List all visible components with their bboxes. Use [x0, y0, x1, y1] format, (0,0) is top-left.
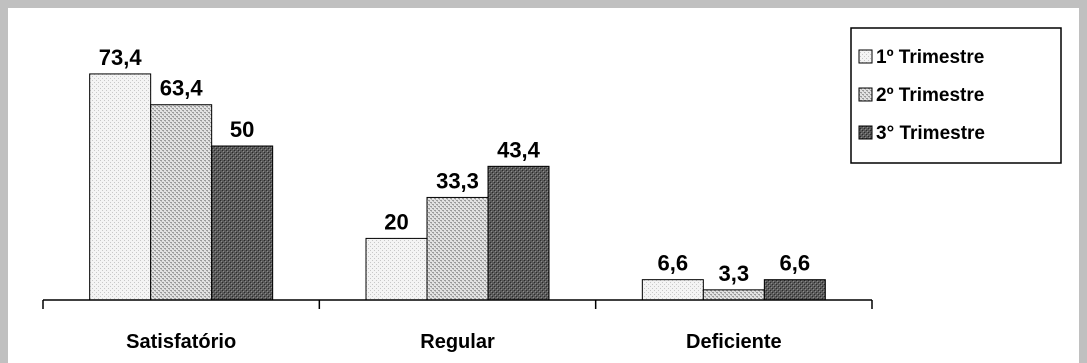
legend-label-series-1: 1º Trimestre	[876, 47, 984, 68]
bar-regular-series-2	[426, 196, 489, 301]
value-label-deficiente-series-3: 6,6	[780, 251, 811, 276]
bar-deficiente-series-2	[702, 289, 765, 301]
category-label-regular: Regular	[420, 331, 495, 353]
bar-deficiente-series-1	[641, 279, 704, 301]
value-label-deficiente-series-2: 3,3	[719, 261, 750, 286]
category-labels-group: Satisfatório Regular Deficiente	[126, 331, 781, 353]
bar-satisfatorio-series-2	[150, 104, 213, 301]
bar-regular-series-3	[487, 165, 550, 301]
legend-box	[850, 27, 1062, 164]
value-labels-group: 73,4 63,4 50 20 33,3 43,4 6,6 3,3 6,6	[99, 45, 810, 286]
legend-swatch-series-3	[858, 125, 873, 140]
value-label-regular-series-3: 43,4	[497, 137, 541, 162]
legend-label-series-2: 2º Trimestre	[876, 85, 984, 106]
bars-group	[89, 73, 826, 301]
value-label-satisfatorio-series-1: 73,4	[99, 45, 143, 70]
chart-frame: 73,4 63,4 50 20 33,3 43,4 6,6 3,3 6,6 Satisfatór…	[8, 8, 1079, 363]
legend: 1º Trimestre 2º Trimestre 3° Trimestre	[850, 27, 1062, 164]
value-label-deficiente-series-1: 6,6	[658, 251, 689, 276]
legend-label-series-3: 3° Trimestre	[876, 123, 985, 144]
bar-satisfatorio-series-3	[211, 145, 274, 301]
bar-deficiente-series-3	[763, 279, 826, 301]
category-label-deficiente: Deficiente	[686, 331, 782, 353]
legend-swatch-series-1	[858, 49, 873, 64]
x-axis	[42, 299, 873, 309]
value-label-satisfatorio-series-3: 50	[230, 117, 254, 142]
category-label-satisfatorio: Satisfatório	[126, 331, 236, 353]
value-label-regular-series-1: 20	[384, 209, 408, 234]
bar-satisfatorio-series-1	[89, 73, 152, 301]
legend-swatch-series-2	[858, 87, 873, 102]
bar-chart: 73,4 63,4 50 20 33,3 43,4 6,6 3,3 6,6 Satisfatór…	[42, 27, 1062, 353]
bar-regular-series-1	[365, 237, 428, 301]
value-label-regular-series-2: 33,3	[436, 168, 479, 193]
value-label-satisfatorio-series-2: 63,4	[160, 76, 204, 101]
